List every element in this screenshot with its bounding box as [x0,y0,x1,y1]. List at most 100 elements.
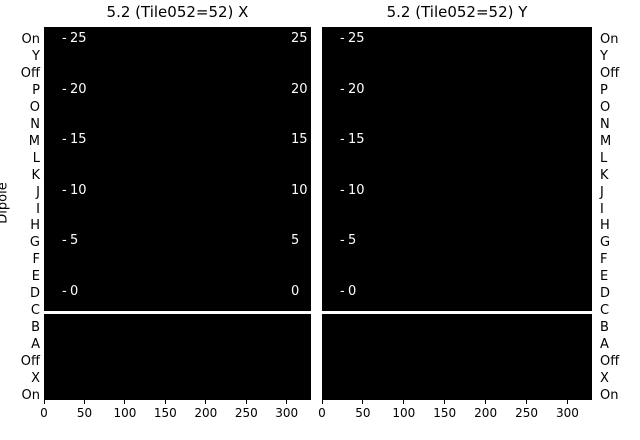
tick-dash: - [62,31,67,46]
x-tick: 200 [466,400,506,420]
letter-tick-label: J [36,184,40,200]
letter-tick-label: Off [600,65,620,81]
tick-dash: - [62,233,67,249]
tick-value: 5 [70,233,79,249]
inner-y-tick-label: 10 [291,182,308,198]
tick-dash: - [340,81,345,97]
letter-tick-label: G [29,235,40,251]
x-tick: 150 [145,400,185,420]
inner-y-tick-label: -0 [62,285,78,299]
letter-tick-label: H [600,218,610,234]
x-tick-label: 50 [355,406,371,420]
x-tick: 0 [302,400,342,420]
inner-y-tick-label: -20 [62,81,87,97]
inner-y-tick-label: 5 [291,233,300,249]
letter-tick-label: Off [20,354,40,370]
x-tick-mark [526,400,528,404]
tick-value: 25 [348,31,365,46]
inner-y-tick-label: -5 [62,234,78,248]
plot-area-right-upper[interactable] [322,27,592,311]
x-tick-label: 100 [113,406,137,420]
x-tick-mark [43,400,45,404]
inner-y-ticks-left-mirror: 0 5 10 15 20 25 [0,0,311,440]
tick-value: 20 [70,81,87,97]
inner-y-tick-label: -10 [340,182,365,198]
tick-value: 0 [70,284,79,299]
letter-tick-label: I [36,201,40,217]
letter-tick-label: L [32,150,40,166]
x-tick-label: 250 [234,406,258,420]
letter-tick-label: On [21,387,40,403]
inner-y-tick-label: -15 [62,133,87,147]
letter-tick-label: B [600,320,609,336]
x-tick: 300 [547,400,587,420]
tick-dash: - [62,132,67,148]
tick-dash: - [340,233,345,249]
x-tick-mark [286,400,288,404]
letter-tick-label: A [31,337,40,353]
letter-tick-label: D [600,286,611,302]
letter-ticks-left: On Y Off P O N M L K J I H G F E D C B A Off X On [2,0,42,440]
plot-area-left-lower[interactable] [44,314,311,400]
x-tick-label: 0 [318,406,326,420]
inner-y-tick-label: -15 [340,133,365,147]
inner-y-tick-label: 20 [291,81,308,97]
x-tick-label: 150 [153,406,177,420]
x-tick: 250 [226,400,266,420]
plot-area-left-upper[interactable] [44,27,311,311]
x-tick-label: 250 [515,406,538,420]
letter-tick-label: K [600,167,609,183]
inner-y-tick-label: -5 [340,234,356,248]
x-tick-label: 300 [275,406,299,420]
x-tick: 150 [425,400,465,420]
letter-tick-label: B [31,320,40,336]
letter-tick-label: O [29,99,40,115]
letter-tick-label: On [600,32,619,47]
x-tick-label: 200 [474,406,498,420]
x-tick-label: 150 [433,406,457,420]
tick-dash: - [340,31,345,46]
tick-value: 0 [348,284,357,299]
tick-dash: - [62,81,67,97]
inner-y-tick-label: -20 [340,81,365,97]
letter-tick-label: M [28,133,40,149]
letter-tick-label: K [31,167,40,183]
x-tick-mark [245,400,247,404]
inner-y-tick-label: -25 [340,32,365,46]
inner-y-tick-label: 25 [291,31,308,46]
letter-tick-label: N [600,116,610,132]
x-axis-right: 0 50 100 150 200 250 300 [318,400,592,440]
letter-tick-label: I [600,201,604,217]
tick-dash: - [62,182,67,198]
inner-y-tick-label: -10 [62,182,87,198]
letter-tick-label: X [31,371,40,386]
plot-area-right-lower[interactable] [322,314,592,400]
letter-tick-label: Y [32,48,40,64]
letter-tick-label: J [600,184,604,200]
letter-tick-label: C [600,303,610,319]
letter-tick-label: P [600,82,608,98]
x-tick-mark [403,400,405,404]
tick-value: 5 [348,233,357,249]
x-tick-label: 100 [392,406,416,420]
letter-tick-label: F [600,252,608,268]
letter-tick-label: M [600,133,612,149]
x-tick-mark [566,400,568,404]
letter-tick-label: E [31,269,40,285]
x-tick: 50 [343,400,383,420]
letter-tick-label: F [32,252,40,268]
panel-title-left: 5.2 (Tile052=52) X [106,3,249,21]
tick-dash: - [340,132,345,148]
x-tick: 100 [105,400,145,420]
tick-dash: - [340,284,345,299]
letter-tick-label: L [600,150,608,166]
tick-value: 15 [348,132,365,148]
x-tick-mark [362,400,364,404]
tick-dash: - [340,182,345,198]
tick-value: 15 [70,132,87,148]
letter-ticks-right: On Y Off P O N M L K J I H G F E D C B A Off X On [598,0,638,440]
tick-value: 25 [70,31,87,46]
letter-tick-label: On [600,387,619,403]
x-tick: 50 [64,400,104,420]
inner-y-tick-label: 0 [291,284,300,299]
